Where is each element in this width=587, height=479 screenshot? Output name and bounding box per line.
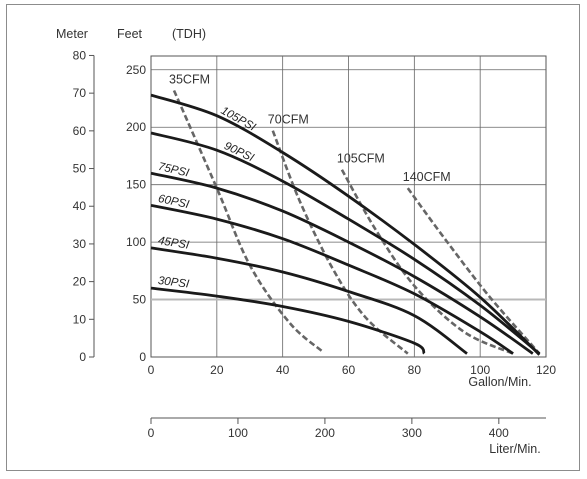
x2-axis-label-lpm: Liter/Min. bbox=[489, 442, 540, 456]
cfm-curve-35cfm bbox=[172, 89, 324, 353]
x2-tick-label: 0 bbox=[148, 426, 155, 440]
y-feet-tick-label: 0 bbox=[139, 350, 146, 364]
y-feet-tick-label: 100 bbox=[126, 235, 146, 249]
x2-tick-label: 400 bbox=[489, 426, 509, 440]
x-tick-label: 60 bbox=[342, 363, 356, 377]
cfm-label-70cfm: 70CFM bbox=[268, 113, 309, 127]
axes bbox=[89, 54, 546, 424]
y-feet-tick-label: 250 bbox=[126, 63, 146, 77]
x2-tick-label: 200 bbox=[315, 426, 335, 440]
cfm-label-35cfm: 35CFM bbox=[169, 72, 210, 86]
cfm-curve-140cfm bbox=[406, 187, 541, 355]
curve-labels: 35CFM70CFM105CFM140CFM105PSI90PSI75PSI60… bbox=[157, 72, 451, 290]
y-feet-tick-label: 200 bbox=[126, 120, 146, 134]
y-meter-tick-label: 30 bbox=[73, 237, 87, 251]
cfm-curve-105cfm bbox=[340, 169, 514, 355]
y-feet-tick-label: 150 bbox=[126, 178, 146, 192]
tdh-header: (TDH) bbox=[172, 27, 206, 41]
y-meter-tick-label: 40 bbox=[73, 199, 87, 213]
psi-curve-75psi bbox=[150, 171, 534, 355]
y-meter-tick-label: 80 bbox=[73, 48, 87, 62]
y-meter-tick-label: 0 bbox=[79, 350, 86, 364]
x2-tick-label: 100 bbox=[228, 426, 248, 440]
x2-tick-label: 300 bbox=[402, 426, 422, 440]
pressure-curves bbox=[150, 93, 541, 356]
psi-label-30psi: 30PSI bbox=[157, 275, 190, 291]
x-tick-label: 40 bbox=[276, 363, 290, 377]
chart-frame bbox=[6, 4, 580, 471]
x-tick-label: 100 bbox=[470, 363, 490, 377]
y-meter-tick-label: 50 bbox=[73, 162, 87, 176]
y-meter-tick-label: 60 bbox=[73, 124, 87, 138]
psi-curve-30psi bbox=[150, 286, 426, 355]
y-meter-tick-label: 70 bbox=[73, 86, 87, 100]
x-axis-label-gpm: Gallon/Min. bbox=[468, 375, 531, 389]
feet-axis-header: Feet bbox=[117, 27, 143, 41]
psi-curve-45psi bbox=[150, 246, 468, 355]
meter-axis-header: Meter bbox=[56, 27, 88, 41]
air-consumption-curves bbox=[172, 89, 541, 355]
x-tick-label: 80 bbox=[408, 363, 422, 377]
psi-curve-105psi bbox=[150, 93, 541, 356]
y-feet-tick-label: 50 bbox=[133, 293, 147, 307]
psi-label-45psi: 45PSI bbox=[157, 235, 191, 252]
x-tick-label: 120 bbox=[536, 363, 556, 377]
cfm-label-105cfm: 105CFM bbox=[337, 152, 385, 166]
y-meter-tick-label: 20 bbox=[73, 275, 87, 289]
x-tick-label: 20 bbox=[210, 363, 224, 377]
cfm-curve-70cfm bbox=[271, 130, 409, 355]
tick-labels: 0 20 40 60 80 100 120 0 50 100 150 200 250 0 10 20 30 40 5… bbox=[73, 48, 557, 440]
cfm-label-140cfm: 140CFM bbox=[403, 170, 451, 184]
y-meter-tick-label: 10 bbox=[73, 312, 87, 326]
x-tick-label: 0 bbox=[148, 363, 155, 377]
psi-curve-60psi bbox=[150, 204, 514, 355]
psi-curve-90psi bbox=[150, 131, 541, 355]
